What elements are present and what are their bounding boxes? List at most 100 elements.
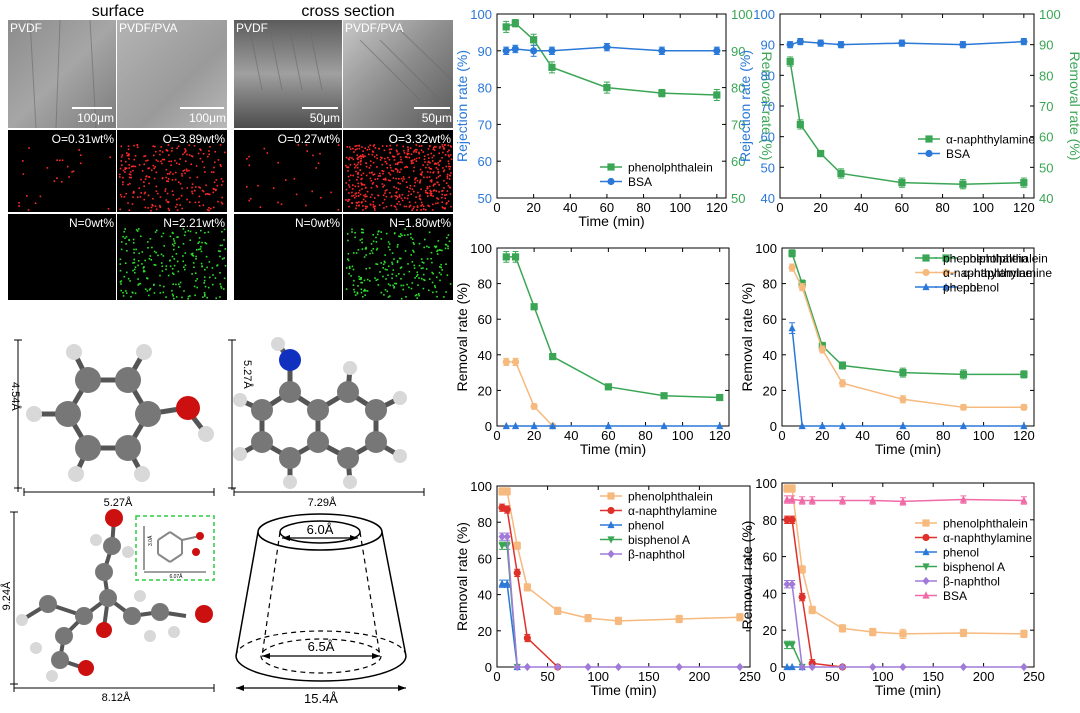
eds-dot (133, 191, 135, 194)
eds-dot (395, 198, 398, 200)
eds-dot (419, 197, 421, 200)
eds-dot (360, 157, 362, 160)
x-tick-label: 20 (813, 200, 827, 215)
eds-dot (128, 157, 130, 160)
eds-dot (212, 274, 214, 276)
eds-dot (198, 195, 201, 198)
eds-dot (319, 152, 321, 155)
eds-dot (351, 157, 353, 159)
eds-dot (439, 174, 441, 177)
eds-dot (395, 149, 398, 152)
eds-dot (408, 206, 411, 208)
eds-dot (366, 190, 369, 193)
series-line (789, 61, 1024, 185)
eds-dot (434, 162, 437, 164)
eds-dot (27, 209, 30, 211)
eds-dot (202, 204, 205, 206)
eds-dot (161, 262, 163, 264)
eds-dot (388, 172, 390, 174)
data-point (713, 91, 721, 99)
eds-dot (418, 157, 421, 159)
eds-dot (272, 187, 275, 189)
eds-dot (120, 160, 122, 162)
eds-dot (403, 205, 406, 208)
x-tick-label: 50 (825, 669, 839, 684)
eds-dot (445, 244, 448, 246)
eds-dot (396, 196, 399, 199)
eds-dot (204, 268, 206, 271)
eds-dot (441, 201, 443, 203)
eds-dot (363, 256, 366, 258)
sem-label: PVDF/PVA (119, 21, 177, 35)
eds-dot (125, 235, 128, 238)
eds-dot (429, 171, 432, 174)
eds-dot (61, 159, 64, 162)
eds-dot (193, 266, 195, 268)
y-tick-label: 50 (478, 191, 492, 206)
eds-dot (357, 161, 360, 164)
eds-dot (408, 286, 410, 289)
eds-dot (131, 165, 134, 168)
eds-dot (397, 244, 399, 246)
eds-dot (412, 207, 415, 210)
eds-dot (121, 154, 124, 156)
y-tick-label: 40 (763, 348, 777, 363)
eds-dot (355, 170, 357, 173)
sem-label: PVDF/PVA (345, 21, 403, 35)
eds-dot (419, 194, 421, 197)
eds-dot (387, 179, 390, 182)
eds-dot (400, 257, 402, 260)
x-axis-label: Time (min) (875, 441, 941, 457)
eds-dot (132, 269, 134, 272)
eds-dot (179, 158, 181, 160)
eds-dot (153, 167, 155, 170)
eds-dot (122, 169, 125, 172)
eds-dot (371, 193, 373, 196)
eds-dot (406, 166, 409, 168)
eds-dot (356, 202, 358, 204)
eds-dot (351, 188, 354, 190)
data-point (607, 506, 615, 515)
eds-dot (426, 258, 429, 260)
eds-dot (219, 164, 222, 166)
eds-dot (427, 148, 430, 150)
series-phenol (502, 421, 724, 430)
x-axis-label: Time (min) (590, 682, 656, 698)
eds-dot (449, 165, 452, 168)
eds-dot (345, 182, 348, 184)
eds-dot (203, 166, 206, 169)
x-tick-label: 100 (672, 428, 694, 443)
inset-dimension-label: 3.0Å (147, 535, 154, 546)
eds-dot (407, 148, 409, 151)
eds-dot (418, 277, 420, 279)
x-tick-label: 20 (526, 200, 540, 215)
y-right-tick-label: 80 (1039, 68, 1053, 83)
data-point (604, 383, 612, 391)
eds-dot (128, 209, 131, 211)
eds-dot (372, 206, 375, 208)
eds-dot (146, 277, 148, 279)
eds-dot (134, 165, 137, 168)
legend-entry: bisphenol A (600, 533, 690, 547)
eds-dot (173, 297, 175, 300)
eds-dot (356, 157, 359, 160)
eds-dot (428, 278, 431, 280)
eds-dot (416, 205, 419, 207)
eds-dot (153, 177, 156, 180)
data-point (925, 135, 933, 143)
data-point (942, 268, 950, 277)
eds-dot (425, 268, 428, 270)
data-point (898, 39, 906, 47)
oxygen-content: O=0.27wt% (278, 132, 341, 146)
data-point (502, 23, 510, 31)
eds-dot (153, 283, 155, 286)
x-tick-label: 0 (493, 669, 500, 684)
eds-dot (171, 293, 174, 296)
eds-dot (379, 172, 381, 175)
eds-dot (221, 244, 223, 247)
eds-dot (137, 196, 139, 199)
nitrogen-content: N=2.21wt% (163, 216, 225, 230)
eds-dot (448, 168, 451, 170)
eds-dot (171, 255, 174, 258)
eds-dot (219, 272, 221, 274)
